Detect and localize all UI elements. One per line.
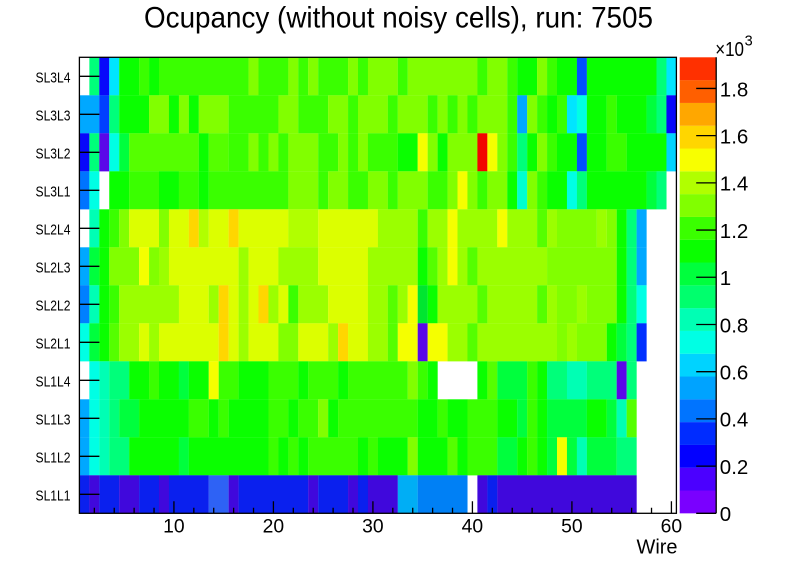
svg-text:1.6: 1.6 bbox=[720, 125, 749, 148]
svg-text:SL1L3: SL1L3 bbox=[36, 412, 71, 428]
svg-text:SL1L2: SL1L2 bbox=[36, 450, 71, 466]
svg-text:50: 50 bbox=[561, 516, 583, 538]
svg-text:10: 10 bbox=[163, 516, 185, 538]
svg-text:SL3L1: SL3L1 bbox=[36, 184, 71, 200]
svg-text:0.6: 0.6 bbox=[720, 361, 749, 384]
svg-text:0: 0 bbox=[720, 503, 731, 526]
svg-text:Ocupancy (without noisy cells): Ocupancy (without noisy cells), run: 750… bbox=[144, 2, 653, 35]
svg-text:3: 3 bbox=[745, 34, 753, 50]
svg-text:×10: ×10 bbox=[715, 38, 744, 61]
svg-text:SL2L2: SL2L2 bbox=[36, 298, 71, 314]
svg-text:40: 40 bbox=[462, 516, 484, 538]
svg-text:60: 60 bbox=[661, 516, 683, 538]
svg-text:SL3L2: SL3L2 bbox=[36, 146, 71, 162]
svg-text:1.2: 1.2 bbox=[720, 220, 749, 243]
svg-text:SL2L4: SL2L4 bbox=[36, 222, 71, 238]
svg-text:0.8: 0.8 bbox=[720, 314, 749, 337]
svg-text:SL1L1: SL1L1 bbox=[36, 488, 71, 504]
svg-text:SL3L3: SL3L3 bbox=[36, 108, 71, 124]
svg-text:SL2L3: SL2L3 bbox=[36, 260, 71, 276]
svg-text:SL2L1: SL2L1 bbox=[36, 336, 71, 352]
svg-text:Wire: Wire bbox=[637, 535, 678, 558]
svg-text:SL1L4: SL1L4 bbox=[36, 374, 71, 390]
svg-text:SL3L4: SL3L4 bbox=[36, 70, 71, 86]
svg-text:0.2: 0.2 bbox=[720, 456, 749, 479]
svg-text:30: 30 bbox=[362, 516, 384, 538]
svg-text:1.4: 1.4 bbox=[720, 173, 749, 196]
svg-text:0.4: 0.4 bbox=[720, 409, 749, 432]
svg-text:1: 1 bbox=[720, 267, 731, 290]
svg-text:20: 20 bbox=[263, 516, 285, 538]
svg-text:1.8: 1.8 bbox=[720, 78, 749, 101]
